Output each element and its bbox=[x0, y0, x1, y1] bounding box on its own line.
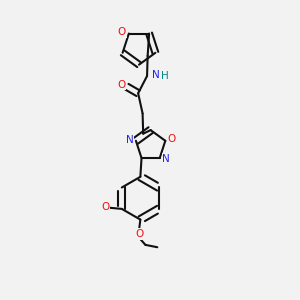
Text: O: O bbox=[117, 80, 126, 90]
Text: N: N bbox=[162, 154, 170, 164]
Text: N: N bbox=[125, 135, 133, 145]
Text: O: O bbox=[168, 134, 176, 144]
Text: H: H bbox=[161, 71, 169, 81]
Text: O: O bbox=[101, 202, 110, 212]
Text: O: O bbox=[136, 229, 144, 239]
Text: O: O bbox=[118, 27, 126, 37]
Text: N: N bbox=[152, 70, 159, 80]
